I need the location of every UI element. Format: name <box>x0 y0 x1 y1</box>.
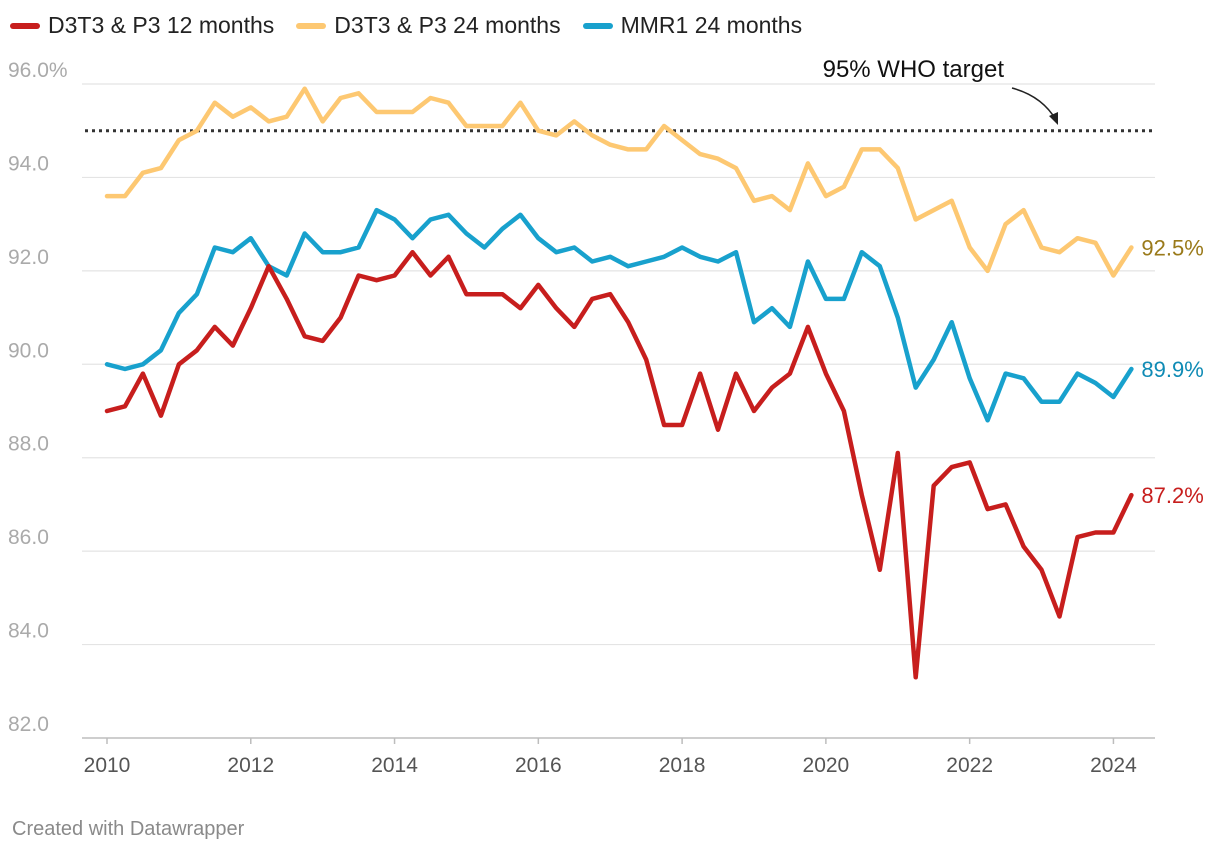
x-tick-label-2022: 2022 <box>946 754 993 777</box>
series-end-label-2: 89.9% <box>1141 357 1203 382</box>
y-tick-label-90: 90.0 <box>8 339 49 362</box>
legend: D3T3 & P3 12 months D3T3 & P3 24 months … <box>10 12 802 39</box>
x-tick-label-2024: 2024 <box>1090 754 1137 777</box>
legend-swatch-d3t3-12 <box>10 22 40 29</box>
x-tick-label-2016: 2016 <box>515 754 562 777</box>
legend-item-mmr1-24: MMR1 24 months <box>582 12 803 39</box>
y-tick-label-94: 94.0 <box>8 152 49 175</box>
legend-swatch-d3t3-24 <box>296 22 327 29</box>
legend-label-d3t3-24: D3T3 & P3 24 months <box>334 12 561 38</box>
legend-item-d3t3-24: D3T3 & P3 24 months <box>296 12 561 39</box>
legend-label-d3t3-12: D3T3 & P3 12 months <box>48 12 275 38</box>
y-tick-label-96: 96.0% <box>8 59 68 82</box>
series-line-1 <box>104 86 1134 278</box>
x-tick-label-2010: 2010 <box>84 754 131 777</box>
x-tick-label-2020: 2020 <box>803 754 850 777</box>
who-target-arrowhead <box>1049 112 1058 125</box>
who-target-label: 95% WHO target <box>823 56 1005 83</box>
x-tick-label-2014: 2014 <box>371 754 418 777</box>
y-tick-label-92: 92.0 <box>8 246 49 269</box>
y-tick-label-82: 82.0 <box>8 713 49 736</box>
x-tick-label-2012: 2012 <box>227 754 274 777</box>
legend-item-d3t3-12: D3T3 & P3 12 months <box>10 12 274 39</box>
series-end-label-0: 87.2% <box>1141 483 1203 508</box>
who-target-arrow <box>1011 87 1057 121</box>
credit-text: Created with Datawrapper <box>12 818 245 840</box>
series-end-label-1: 92.5% <box>1141 236 1203 261</box>
y-tick-label-88: 88.0 <box>8 433 49 456</box>
y-tick-label-84: 84.0 <box>8 620 49 643</box>
x-tick-label-2018: 2018 <box>659 754 706 777</box>
series-line-2 <box>104 207 1134 423</box>
legend-label-mmr1-24: MMR1 24 months <box>620 12 803 38</box>
legend-swatch-mmr1-24 <box>582 22 613 29</box>
series-line-0 <box>104 249 1134 680</box>
y-tick-label-86: 86.0 <box>8 526 49 549</box>
